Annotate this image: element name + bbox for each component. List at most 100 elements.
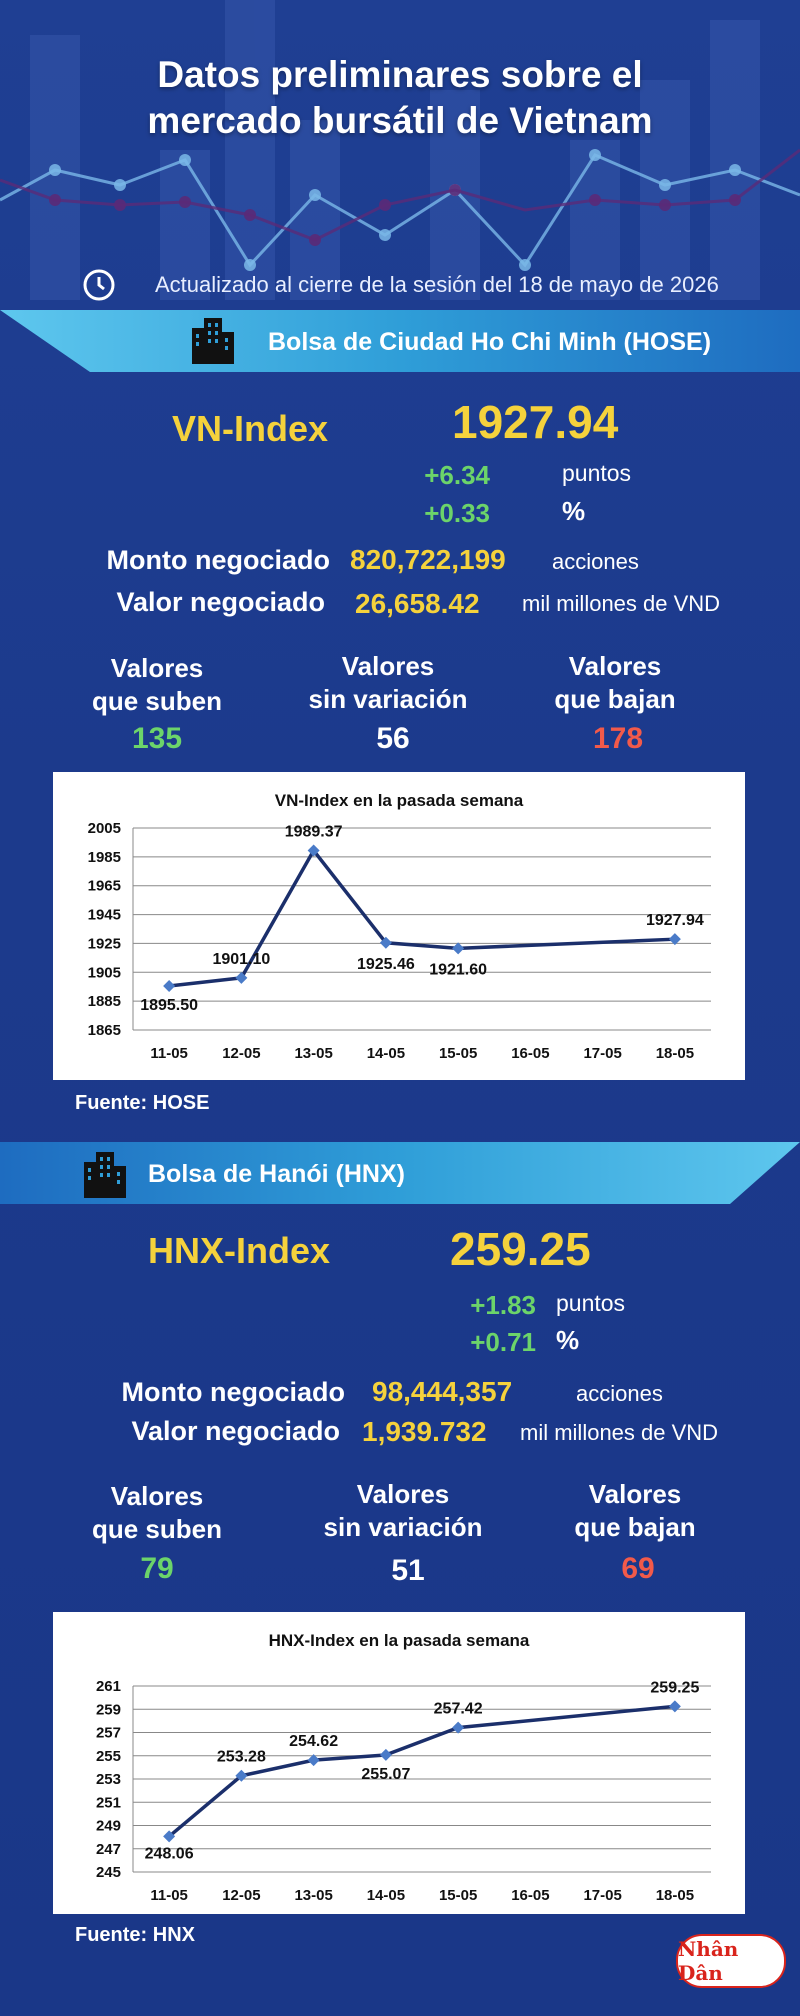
x-tick-label: 17-05	[583, 1887, 621, 1904]
data-point	[379, 1748, 392, 1761]
y-tick-label: 245	[96, 1864, 121, 1881]
building-icon	[192, 318, 234, 364]
hose-value-label: Valor negociado	[116, 587, 325, 617]
data-label: 1921.60	[429, 961, 487, 978]
data-point	[452, 1721, 465, 1734]
hnx-down-count: 69	[621, 1552, 655, 1585]
x-tick-label: 16-05	[511, 1045, 549, 1062]
data-label: 259.25	[650, 1679, 699, 1696]
hnx-index-percent-unit: %	[556, 1325, 580, 1355]
data-point	[452, 942, 465, 955]
x-tick-label: 18-05	[656, 1887, 694, 1904]
hose-value-value: 26,658.42	[355, 588, 480, 619]
hnx-index-change-percent: +0.71	[470, 1327, 536, 1357]
data-label: 255.07	[361, 1766, 410, 1783]
page-title-line-2: mercado bursátil de Vietnam	[147, 100, 653, 141]
hnx-index-chart-svg: HNX-Index en la pasada semana 245 247 249 25…	[96, 1631, 711, 1904]
data-label: 253.28	[217, 1749, 266, 1766]
data-label: 1901.10	[212, 951, 270, 968]
vn-index-points-unit: puntos	[562, 460, 632, 486]
hnx-up-label-2: que suben	[91, 1514, 222, 1544]
building-icon	[84, 1152, 126, 1198]
hnx-index-chart: HNX-Index en la pasada semana 245 247 249 25…	[53, 1612, 745, 1914]
data-point	[668, 1700, 681, 1713]
data-label: 254.62	[289, 1733, 338, 1750]
data-point	[307, 1754, 320, 1767]
x-tick-label: 12-05	[222, 1887, 260, 1904]
data-point	[307, 844, 320, 857]
hnx-down-label-2: que bajan	[574, 1512, 696, 1542]
x-tick-label: 14-05	[367, 1887, 405, 1904]
x-tick-label: 11-05	[150, 1887, 188, 1904]
y-tick-label: 255	[96, 1748, 121, 1765]
series-line	[168, 847, 675, 988]
hnx-up-label-1: Valores	[110, 1481, 204, 1511]
vn-index-percent-unit: %	[562, 496, 586, 526]
hose-volume-label: Monto negociado	[106, 545, 330, 575]
vn-index-change-percent: +0.33	[424, 498, 490, 528]
hose-down-label-1: Valores	[568, 651, 662, 681]
x-tick-label: 15-05	[439, 1045, 477, 1062]
chart-title: VN-Index en la pasada semana	[275, 791, 524, 810]
data-label: 248.06	[145, 1845, 194, 1862]
hose-up-label-2: que suben	[91, 686, 222, 716]
hnx-index-value: 259.25	[450, 1223, 591, 1275]
data-point	[379, 936, 392, 949]
hose-flat-label-1: Valores	[341, 651, 435, 681]
x-tick-label: 13-05	[294, 1887, 332, 1904]
hnx-banner-background	[0, 1142, 800, 1204]
hnx-flat-label-2: sin variación	[323, 1512, 483, 1542]
vn-index-label: VN-Index	[172, 408, 329, 449]
y-tick-label: 1885	[88, 993, 121, 1010]
data-point	[163, 979, 176, 992]
vn-index-chart-svg: VN-Index en la pasada semana 1865 1885 1905…	[88, 791, 711, 1062]
y-tick-label: 1965	[88, 878, 121, 895]
vn-index-change-points: +6.34	[424, 460, 490, 490]
nhan-dan-logo: Nhân Dân	[676, 1934, 786, 1988]
clock-icon	[83, 269, 115, 301]
hose-up-label-1: Valores	[110, 653, 204, 683]
hose-source: Fuente: HOSE	[75, 1092, 210, 1114]
hose-down-count: 178	[592, 722, 644, 755]
series-line	[167, 1704, 676, 1838]
hose-flat-label-2: sin variación	[308, 684, 468, 714]
y-tick-label: 251	[96, 1794, 121, 1811]
data-label: 1895.50	[140, 997, 198, 1014]
data-point	[235, 971, 248, 984]
hnx-index-label: HNX-Index	[148, 1230, 331, 1271]
hnx-value-unit: mil millones de VND	[520, 1420, 719, 1445]
vn-index-value: 1927.94	[452, 396, 619, 448]
data-label: 1925.46	[357, 956, 415, 973]
y-tick-label: 1945	[88, 907, 121, 924]
x-tick-label: 16-05	[511, 1887, 549, 1904]
hnx-volume-value: 98,444,357	[372, 1376, 513, 1407]
hnx-down-label-1: Valores	[588, 1479, 682, 1509]
hose-up-count: 135	[131, 722, 183, 755]
hnx-up-count: 79	[140, 1552, 174, 1585]
y-tick-label: 259	[96, 1701, 121, 1718]
hnx-value-value: 1,939.732	[362, 1416, 487, 1447]
x-tick-label: 17-05	[583, 1045, 621, 1062]
hnx-source: Fuente: HNX	[75, 1924, 195, 1946]
hnx-volume-unit: acciones	[576, 1381, 663, 1406]
x-tick-label: 15-05	[439, 1887, 477, 1904]
data-point	[163, 1830, 176, 1843]
y-tick-label: 1925	[88, 935, 121, 952]
logo-text: Nhân Dân	[678, 1937, 739, 1985]
header-background-decoration	[0, 0, 800, 300]
data-label: 1989.37	[285, 824, 343, 841]
data-label: 1927.94	[646, 912, 704, 929]
hnx-index-change-points: +1.83	[470, 1290, 536, 1320]
y-tick-label: 249	[96, 1818, 121, 1835]
y-tick-label: 257	[96, 1725, 121, 1742]
data-point	[668, 933, 681, 946]
y-tick-label: 1985	[88, 849, 121, 866]
page-title-line-1: Datos preliminares sobre el	[157, 54, 643, 95]
y-tick-label: 247	[96, 1841, 121, 1858]
hnx-flat-label-1: Valores	[356, 1479, 450, 1509]
hnx-exchange-name: Bolsa de Hanói (HNX)	[148, 1160, 405, 1188]
chart-title: HNX-Index en la pasada semana	[269, 1631, 530, 1650]
x-tick-label: 11-05	[150, 1045, 188, 1062]
data-point	[235, 1769, 248, 1782]
y-tick-label: 253	[96, 1771, 121, 1788]
